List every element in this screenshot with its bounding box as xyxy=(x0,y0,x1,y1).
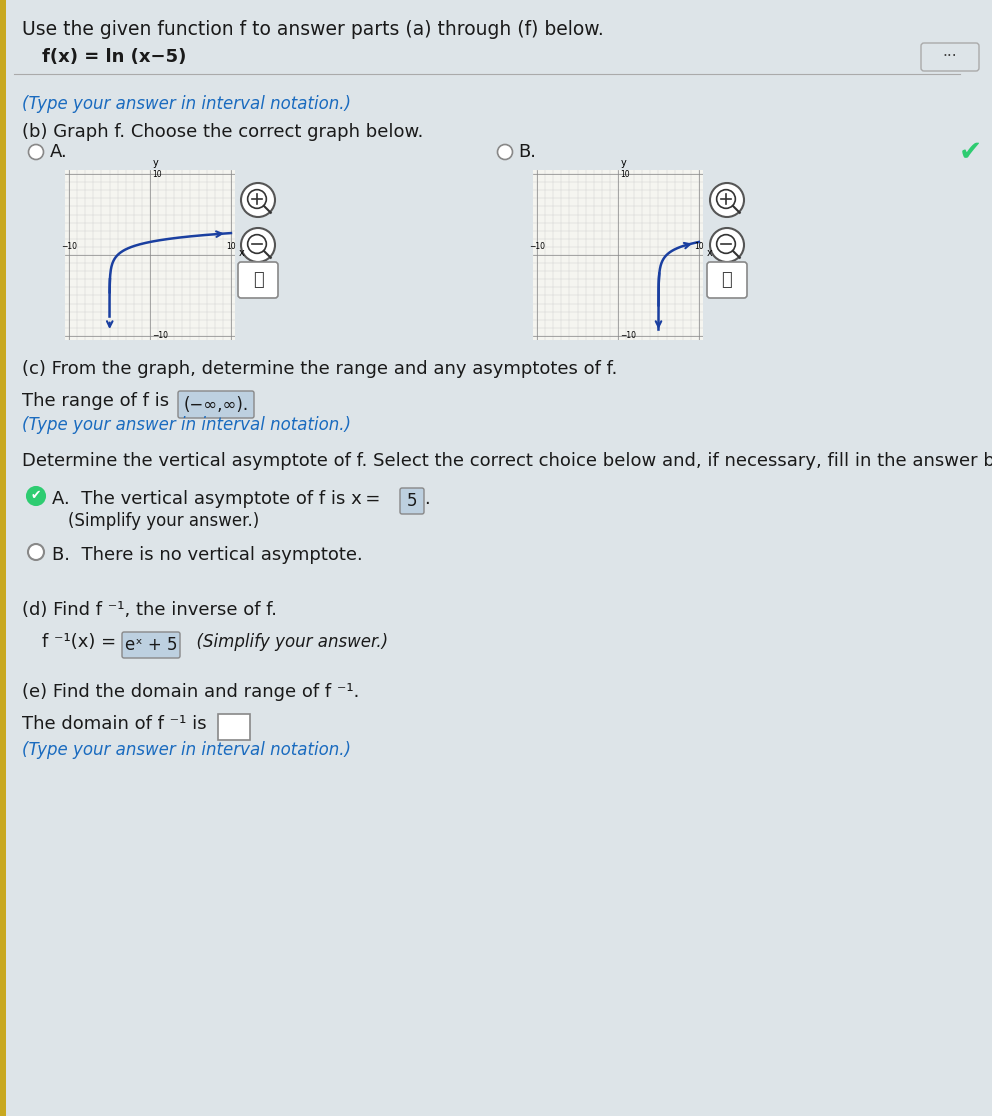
Circle shape xyxy=(241,228,275,262)
Text: x: x xyxy=(239,248,245,258)
FancyBboxPatch shape xyxy=(218,714,250,740)
Circle shape xyxy=(710,228,744,262)
Text: (c) From the graph, determine the range and any asymptotes of f.: (c) From the graph, determine the range … xyxy=(22,360,617,378)
Text: x: x xyxy=(707,248,713,258)
Text: A.  The vertical asymptote of f is x =: A. The vertical asymptote of f is x = xyxy=(52,490,384,508)
Text: (Simplify your answer.): (Simplify your answer.) xyxy=(68,512,259,530)
Text: 10: 10 xyxy=(620,170,630,179)
FancyBboxPatch shape xyxy=(707,262,747,298)
FancyBboxPatch shape xyxy=(122,632,180,658)
Text: 10: 10 xyxy=(153,170,162,179)
Bar xyxy=(0,0,6,1116)
Text: 5: 5 xyxy=(407,492,418,510)
Text: Determine the vertical asymptote of f. Select the correct choice below and, if n: Determine the vertical asymptote of f. S… xyxy=(22,452,992,470)
Text: ···: ··· xyxy=(942,49,957,65)
Text: B.  There is no vertical asymptote.: B. There is no vertical asymptote. xyxy=(52,546,363,564)
Circle shape xyxy=(241,183,275,217)
Text: .: . xyxy=(424,490,430,508)
Text: f(x) = ln (x−5): f(x) = ln (x−5) xyxy=(42,48,186,66)
Text: (e) Find the domain and range of f ⁻¹.: (e) Find the domain and range of f ⁻¹. xyxy=(22,683,359,701)
Text: (Type your answer in interval notation.): (Type your answer in interval notation.) xyxy=(22,416,351,434)
Text: B.: B. xyxy=(518,143,536,161)
Circle shape xyxy=(248,234,266,253)
FancyBboxPatch shape xyxy=(238,262,278,298)
Circle shape xyxy=(29,144,44,160)
Text: y: y xyxy=(620,158,626,167)
Text: f ⁻¹(x) =: f ⁻¹(x) = xyxy=(42,633,122,651)
Text: (−∞,∞).: (−∞,∞). xyxy=(184,395,249,414)
Text: (Type your answer in interval notation.): (Type your answer in interval notation.) xyxy=(22,741,351,759)
Text: (Simplify your answer.): (Simplify your answer.) xyxy=(186,633,388,651)
FancyBboxPatch shape xyxy=(400,488,424,514)
Text: y: y xyxy=(153,158,158,167)
FancyBboxPatch shape xyxy=(921,44,979,71)
Circle shape xyxy=(248,190,266,209)
Text: A.: A. xyxy=(50,143,67,161)
Text: eˣ + 5: eˣ + 5 xyxy=(125,636,178,654)
FancyBboxPatch shape xyxy=(178,391,254,418)
Text: −10: −10 xyxy=(620,331,637,340)
Circle shape xyxy=(716,234,735,253)
Circle shape xyxy=(27,487,45,506)
Text: (b) Graph f. Choose the correct graph below.: (b) Graph f. Choose the correct graph be… xyxy=(22,123,424,141)
Circle shape xyxy=(710,183,744,217)
Text: (d) Find f ⁻¹, the inverse of f.: (d) Find f ⁻¹, the inverse of f. xyxy=(22,602,277,619)
Text: ✔: ✔ xyxy=(31,490,42,502)
Text: ⧉: ⧉ xyxy=(253,271,263,289)
Text: −10: −10 xyxy=(153,331,169,340)
Text: The range of f is: The range of f is xyxy=(22,392,175,410)
Text: −10: −10 xyxy=(62,242,77,251)
Text: 10: 10 xyxy=(226,242,236,251)
Text: Use the given function f to answer parts (a) through (f) below.: Use the given function f to answer parts… xyxy=(22,20,604,39)
Text: (Type your answer in interval notation.): (Type your answer in interval notation.) xyxy=(22,95,351,113)
Circle shape xyxy=(498,144,513,160)
Text: The domain of f ⁻¹ is: The domain of f ⁻¹ is xyxy=(22,715,212,733)
Text: ✔: ✔ xyxy=(958,138,982,166)
Text: 10: 10 xyxy=(694,242,703,251)
Text: −10: −10 xyxy=(529,242,545,251)
Circle shape xyxy=(28,543,44,560)
Circle shape xyxy=(716,190,735,209)
Text: ⧉: ⧉ xyxy=(721,271,732,289)
